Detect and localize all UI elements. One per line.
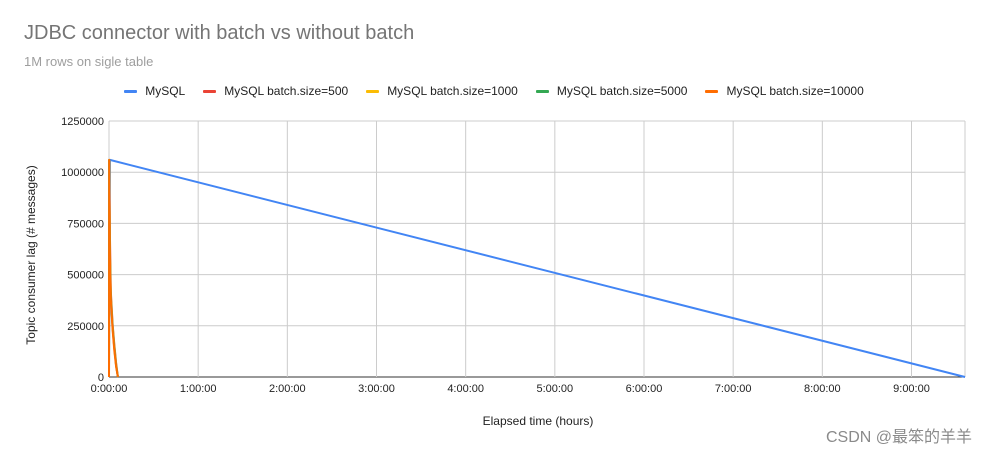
legend-item: MySQL batch.size=500: [203, 84, 348, 98]
legend-swatch: [705, 89, 719, 93]
y-axis-label: Topic consumer lag (# messages): [24, 165, 38, 344]
chart-legend: MySQL MySQL batch.size=500 MySQL batch.siz…: [0, 84, 988, 98]
legend-label: MySQL: [145, 84, 186, 98]
legend-item: MySQL batch.size=5000: [535, 84, 688, 98]
watermark-text: CSDN @最笨的羊羊: [825, 429, 972, 446]
legend-swatch: [535, 89, 549, 93]
x-tick-label: 0:00:00: [91, 383, 128, 395]
x-tick-label: 2:00:00: [269, 383, 306, 395]
y-tick-label: 1250000: [61, 116, 104, 128]
x-tick-label: 9:00:00: [893, 383, 930, 395]
x-tick-label: 7:00:00: [715, 383, 752, 395]
legend-label: MySQL batch.size=10000: [726, 84, 864, 98]
x-tick-label: 4:00:00: [447, 383, 484, 395]
x-tick-label: 3:00:00: [358, 383, 395, 395]
x-tick-label: 6:00:00: [626, 383, 663, 395]
legend-item: MySQL batch.size=10000: [705, 84, 864, 98]
y-tick-label: 1000000: [61, 167, 104, 179]
chart-title: JDBC connector with batch vs without bat…: [24, 22, 415, 44]
tick-labels: 0 250000 500000 750000 1000000 1250000 0:00:00…: [61, 116, 930, 395]
x-tick-label: 8:00:00: [804, 383, 841, 395]
chart-subtitle: 1M rows on sigle table: [24, 54, 154, 69]
series-line-0: [108, 158, 966, 378]
x-axis-label: Elapsed time (hours): [483, 414, 594, 428]
x-tick-label: 1:00:00: [180, 383, 217, 395]
y-tick-label: 0: [98, 372, 104, 384]
y-tick-label: 250000: [67, 321, 104, 333]
legend-item: MySQL batch.size=1000: [366, 84, 518, 98]
series-lines: [108, 158, 966, 378]
legend-swatch: [203, 89, 217, 93]
y-tick-label: 500000: [67, 270, 104, 282]
legend-label: MySQL batch.size=500: [224, 84, 349, 98]
y-tick-label: 750000: [67, 218, 104, 230]
legend-label: MySQL batch.size=1000: [387, 84, 518, 98]
x-tick-label: 5:00:00: [536, 383, 573, 395]
legend-swatch: [124, 89, 138, 93]
legend-item: MySQL: [124, 84, 185, 98]
series-line-4: [108, 158, 119, 378]
grid-lines: [108, 120, 966, 378]
legend-swatch: [366, 89, 380, 93]
legend-label: MySQL batch.size=5000: [556, 84, 688, 98]
